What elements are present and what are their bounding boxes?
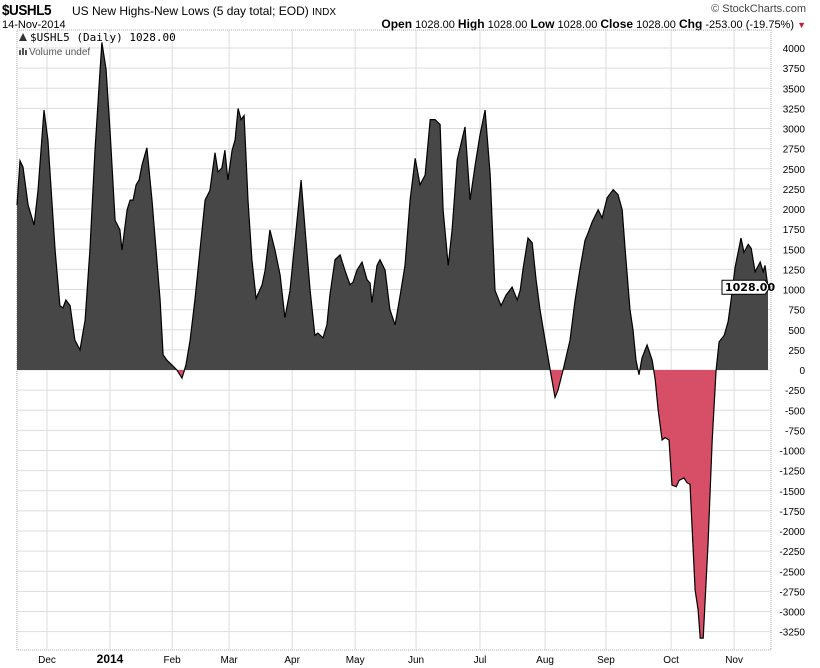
y-tick-label: -3250	[779, 628, 805, 639]
volume-bars-icon	[19, 48, 27, 55]
x-tick-label: Aug	[536, 655, 554, 666]
y-tick-label: 2750	[783, 145, 806, 156]
close-value: 1028.00	[636, 19, 676, 31]
y-tick-label: -250	[785, 386, 805, 397]
y-tick-label: 3250	[783, 104, 806, 115]
y-tick-label: 2000	[783, 205, 806, 216]
open-value: 1028.00	[415, 19, 455, 31]
x-tick-label: Apr	[284, 655, 300, 666]
chg-value: -253.00 (-19.75%)	[705, 19, 795, 31]
y-tick-label: 250	[788, 346, 805, 357]
x-tick-label: Jun	[408, 655, 424, 666]
y-tick-label: 3000	[783, 125, 806, 136]
x-tick-label: 2014	[97, 652, 124, 666]
y-tick-label: -2000	[779, 527, 805, 538]
y-tick-label: -500	[785, 406, 805, 417]
y-tick-label: -1750	[779, 507, 805, 518]
y-tick-label: -2250	[779, 547, 805, 558]
series-line	[16, 42, 769, 639]
area-chart-icon	[19, 33, 27, 41]
y-tick-label: 1250	[783, 265, 806, 276]
y-tick-label: 3750	[783, 64, 806, 75]
high-label: High	[457, 17, 485, 31]
y-tick-label: 1750	[783, 225, 806, 236]
symbol: $USHL5	[2, 2, 52, 19]
chart-date: 14-Nov-2014	[2, 19, 66, 31]
y-tick-label: 0	[799, 366, 805, 377]
x-tick-label: Nov	[725, 655, 743, 666]
open-label: Open	[381, 17, 413, 31]
negative-area	[17, 370, 768, 639]
x-tick-label: Oct	[663, 655, 679, 666]
x-tick-label: Dec	[38, 655, 56, 666]
x-axis: Dec 2014 Feb Mar Apr May Jun Jul Aug Sep Oct Nov	[38, 652, 743, 666]
y-tick-label: -1250	[779, 467, 805, 478]
x-tick-label: Jul	[474, 655, 487, 666]
y-tick-label: 500	[788, 326, 805, 337]
ohlc-readout: Open 1028.00 High 1028.00 Low 1028.00 Cl…	[381, 17, 806, 31]
low-label: Low	[530, 17, 555, 31]
grid-lines	[17, 30, 771, 650]
y-tick-label: 2500	[783, 165, 806, 176]
low-value: 1028.00	[557, 19, 598, 31]
x-tick-label: Mar	[221, 655, 239, 666]
close-label: Close	[600, 17, 634, 31]
y-axis: 4000375035003250300027502500225020001750…	[779, 44, 805, 639]
x-tick-label: Sep	[597, 655, 615, 666]
positive-area	[17, 42, 768, 370]
legend-volume: Volume undef	[29, 47, 90, 58]
y-tick-label: -1000	[779, 447, 805, 458]
y-tick-label: -1500	[779, 487, 805, 498]
last-value-label: 1028.00	[725, 281, 775, 294]
down-arrow-icon: ▼	[797, 20, 806, 30]
symbol-name: US New Highs-New Lows (5 day total; EOD)	[72, 4, 309, 18]
y-tick-label: 4000	[783, 44, 806, 55]
y-tick-label: -3000	[779, 608, 805, 619]
x-tick-label: Feb	[164, 655, 182, 666]
chg-label: Chg	[678, 17, 703, 31]
copyright: © StockCharts.com	[711, 3, 806, 15]
last-value-box	[721, 279, 771, 295]
y-tick-label: 1000	[783, 286, 806, 297]
y-tick-label: -2500	[779, 567, 805, 578]
y-tick-label: -750	[785, 426, 805, 437]
legend-series: $USHL5 (Daily) 1028.00	[30, 31, 176, 44]
symbol-description: US New Highs-New Lows (5 day total; EOD)…	[72, 4, 336, 18]
last-value-marker: 1028.00	[721, 279, 775, 295]
high-value: 1028.00	[487, 19, 528, 31]
y-tick-label: 3500	[783, 84, 806, 95]
y-tick-label: 2250	[783, 185, 806, 196]
legend: $USHL5 (Daily) 1028.00 Volume undef	[19, 31, 176, 58]
x-tick-label: May	[346, 655, 365, 666]
y-tick-label: 1500	[783, 245, 806, 256]
exchange: INDX	[312, 7, 336, 18]
y-tick-label: -2750	[779, 587, 805, 598]
y-tick-label: 750	[788, 306, 805, 317]
